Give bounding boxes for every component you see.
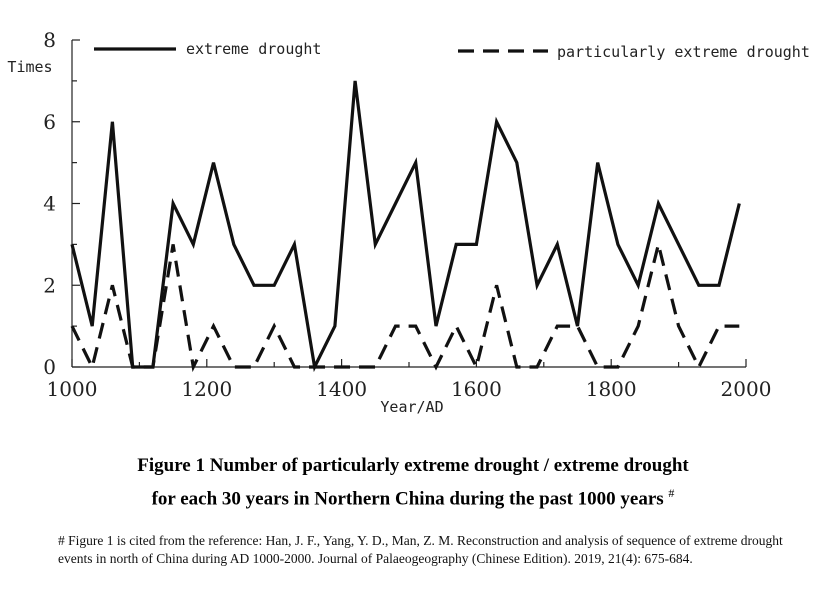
x-tick-label: 1000 (47, 377, 98, 401)
drought-line-chart: 1000 1200 1400 1600 1800 2000 0 2 4 6 8 Times Year/A… (7, 28, 810, 416)
x-tick-label: 1800 (586, 377, 637, 401)
x-tick-label: 1400 (316, 377, 367, 401)
y-tick-label: 0 (43, 355, 56, 379)
series-line-extreme-drought (70, 80, 741, 373)
x-tick-label: 2000 (721, 377, 772, 401)
legend: extreme drought particularly extreme drou… (94, 40, 810, 61)
y-tick-label: 8 (43, 28, 56, 52)
x-tick-label: 1200 (181, 377, 232, 401)
y-tick-label: 2 (43, 273, 56, 297)
y-tick-label: 4 (43, 192, 56, 216)
legend-label-extreme-drought: extreme drought (186, 40, 321, 58)
x-tick-label: 1600 (451, 377, 502, 401)
figure-caption-mark: # (668, 486, 675, 500)
reference-note: # Figure 1 is cited from the reference: … (58, 533, 783, 566)
legend-label-particularly-extreme-drought: particularly extreme drought (557, 43, 810, 61)
figure-caption-text: for each 30 years in Northern China duri… (151, 488, 664, 510)
axes: 1000 1200 1400 1600 1800 2000 0 2 4 6 8 Times Year/A… (7, 28, 771, 416)
x-axis-label: Year/AD (380, 398, 443, 416)
y-axis-label: Times (7, 58, 52, 76)
figure-caption-line-1: Figure 1 Number of particularly extreme … (137, 455, 689, 476)
figure-caption-line-2: for each 30 years in Northern China duri… (0, 486, 826, 510)
series-line-particularly-extreme-drought (70, 244, 740, 373)
y-tick-label: 6 (43, 110, 56, 134)
series-layer (70, 80, 741, 373)
